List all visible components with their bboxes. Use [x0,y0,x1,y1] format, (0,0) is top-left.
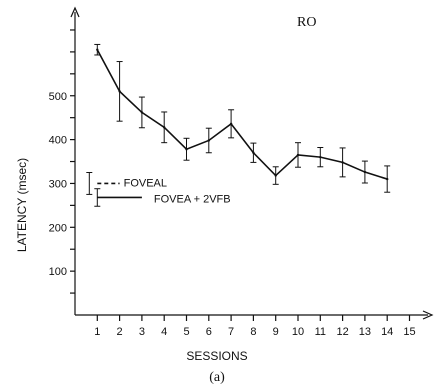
data-point [296,153,300,157]
panel-label: (a) [209,370,225,385]
x-axis-title: SESSIONS [186,349,247,363]
data-point [274,174,277,177]
y-axis-title: LATENCY (msec) [15,158,29,252]
y-axis-arrow [70,6,80,18]
y-tick-label: 200 [49,222,67,234]
x-tick-label: 10 [292,326,304,338]
series-line [96,49,388,180]
data-point [252,151,255,154]
data-point [185,148,188,151]
x-tick-label: 4 [161,326,167,338]
y-tick-label: 300 [49,178,67,190]
data-point [140,111,144,114]
y-tick-label: 500 [49,91,67,103]
data-point [96,48,99,51]
chart-marks: 1 2 3 4 5 6 7 8 9 10 11 12 13 14 15100200300400500FOVE… [49,6,434,338]
x-tick-label: 3 [139,326,145,338]
reference-label-2: FOVEA + 2VFB [154,193,231,205]
data-point [118,90,121,93]
data-point [229,122,233,126]
x-tick-label: 9 [273,326,279,338]
x-tick-label: 12 [336,326,348,338]
data-point [163,126,166,129]
data-point [386,177,389,181]
reference-label-1: FOVEAL [124,177,167,189]
data-point [319,155,322,159]
y-tick-label: 400 [49,135,67,147]
data-point [363,170,367,174]
y-tick-label: 100 [49,266,67,278]
x-axis-arrow [422,310,434,320]
data-point [207,139,210,142]
x-tick-label: 2 [117,326,123,338]
data-point [341,161,344,164]
x-tick-label: 1 [94,326,100,338]
x-tick-label: 13 [359,326,371,338]
x-tick-label: 11 [315,326,326,338]
x-tick-label: 6 [206,326,212,338]
x-tick-label: 7 [228,326,234,338]
x-tick-label: 15 [403,326,415,338]
x-tick-label: 5 [183,326,189,338]
subject-label: RO [297,15,316,30]
x-tick-label: 14 [381,326,393,338]
x-tick-label: 8 [250,326,256,338]
